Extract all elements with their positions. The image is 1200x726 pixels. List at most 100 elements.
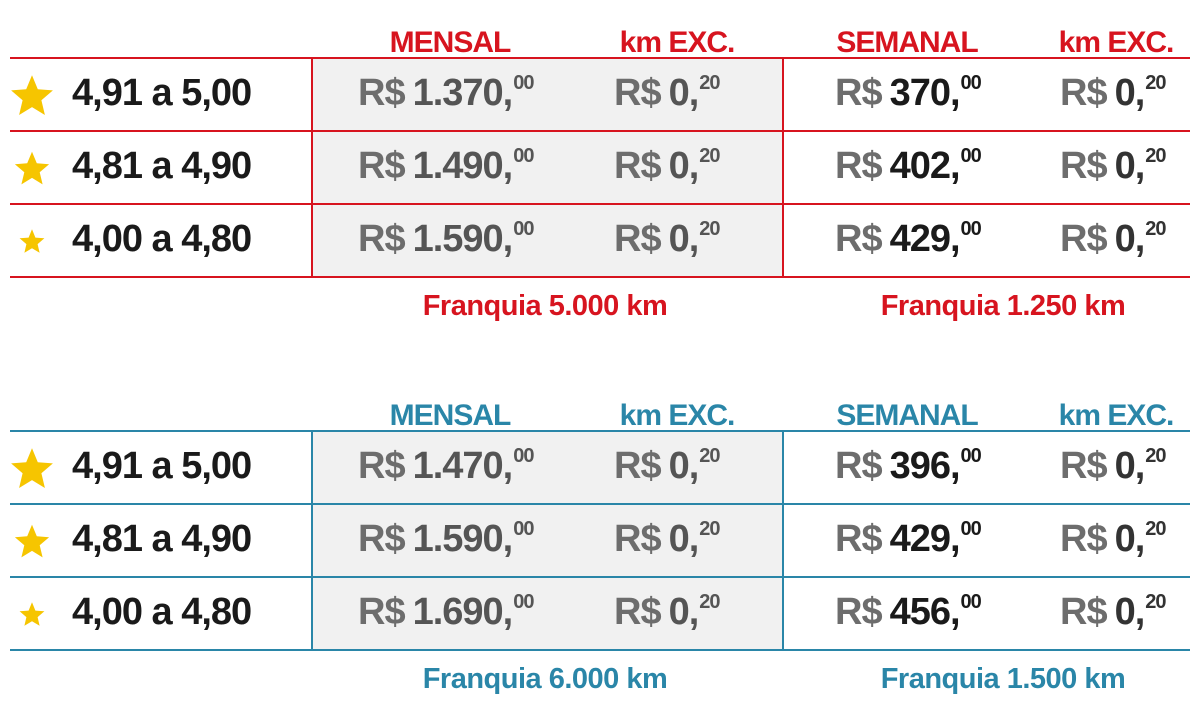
column-header: MENSAL [389, 399, 512, 432]
price: R$ 0,20 [614, 518, 721, 561]
amount: 0, [1114, 518, 1146, 560]
rating-range: 4,81 a 4,90 [72, 145, 252, 187]
row-divider [10, 503, 1190, 505]
amount: 1.690, [412, 591, 514, 633]
currency: R$ [614, 591, 662, 633]
currency: R$ [835, 145, 883, 187]
cents: 00 [960, 72, 982, 94]
currency: R$ [358, 518, 406, 560]
row-divider [10, 649, 1190, 651]
cents: 00 [513, 218, 534, 240]
currency: R$ [358, 591, 406, 633]
currency: R$ [358, 145, 406, 187]
row-divider [10, 576, 1190, 578]
currency: R$ [1060, 145, 1108, 187]
franchise-note: Franquia 5.000 km [422, 290, 668, 322]
cents: 20 [1145, 218, 1166, 240]
cents: 20 [699, 218, 720, 240]
star-icon [14, 151, 50, 184]
currency: R$ [835, 518, 883, 560]
currency: R$ [1060, 218, 1108, 260]
price: R$ 429,00 [835, 218, 982, 261]
star-icon [11, 74, 53, 115]
star-icon [19, 601, 45, 626]
cents: 20 [699, 72, 720, 94]
star-icon [19, 228, 45, 253]
price: R$ 0,20 [614, 145, 721, 188]
column-header: km EXC. [1058, 26, 1175, 59]
price: R$ 0,20 [614, 445, 721, 488]
amount: 0, [1114, 218, 1146, 260]
amount: 402, [889, 145, 961, 187]
star [14, 151, 50, 184]
cents: 00 [960, 145, 982, 167]
currency: R$ [1060, 518, 1108, 560]
amount: 1.370, [412, 72, 514, 114]
currency: R$ [358, 218, 406, 260]
price: R$ 429,00 [835, 518, 982, 561]
price: R$ 0,20 [614, 591, 721, 634]
franchise-note: Franquia 6.000 km [422, 663, 668, 695]
currency: R$ [358, 445, 406, 487]
column-header: SEMANAL [836, 26, 978, 59]
column-header: km EXC. [1058, 399, 1175, 432]
cents: 20 [699, 591, 720, 613]
currency: R$ [358, 72, 406, 114]
price: R$ 0,20 [1060, 445, 1167, 488]
column-header: SEMANAL [836, 399, 978, 432]
amount: 0, [668, 218, 700, 260]
price: R$ 0,20 [1060, 591, 1167, 634]
price: R$ 1.590,00 [358, 518, 534, 561]
row-divider [10, 276, 1190, 278]
cents: 00 [960, 591, 982, 613]
amount: 429, [889, 218, 961, 260]
amount: 396, [889, 445, 961, 487]
currency: R$ [835, 218, 883, 260]
column-header: MENSAL [389, 26, 512, 59]
cents: 20 [1145, 145, 1166, 167]
column-divider [311, 58, 313, 277]
cents: 20 [1145, 445, 1166, 467]
amount: 1.470, [412, 445, 514, 487]
currency: R$ [1060, 591, 1108, 633]
row-divider [10, 57, 1190, 59]
price: R$ 402,00 [835, 145, 982, 188]
cents: 00 [513, 72, 534, 94]
star [11, 447, 53, 488]
amount: 0, [668, 591, 700, 633]
currency: R$ [1060, 445, 1108, 487]
currency: R$ [614, 145, 662, 187]
cents: 00 [513, 591, 534, 613]
amount: 0, [1114, 591, 1146, 633]
star [14, 524, 50, 557]
column-divider [311, 431, 313, 650]
column-divider [782, 58, 784, 277]
cents: 20 [1145, 518, 1166, 540]
cents: 00 [513, 518, 534, 540]
price: R$ 1.370,00 [358, 72, 534, 115]
price: R$ 0,20 [1060, 72, 1167, 115]
price: R$ 1.490,00 [358, 145, 534, 188]
amount: 0, [668, 72, 700, 114]
star [11, 74, 53, 115]
cents: 20 [699, 518, 720, 540]
row-divider [10, 203, 1190, 205]
rating-range: 4,00 a 4,80 [72, 218, 252, 260]
amount: 0, [1114, 72, 1146, 114]
rating-range: 4,81 a 4,90 [72, 518, 252, 560]
price: R$ 1.470,00 [358, 445, 534, 488]
price: R$ 0,20 [1060, 145, 1167, 188]
amount: 0, [1114, 145, 1146, 187]
star-icon [11, 447, 53, 488]
column-header: km EXC. [619, 26, 736, 59]
cents: 20 [1145, 591, 1166, 613]
cents: 00 [513, 445, 534, 467]
rating-range: 4,00 a 4,80 [72, 591, 252, 633]
cents: 20 [699, 445, 720, 467]
cents: 00 [960, 518, 982, 540]
price: R$ 1.590,00 [358, 218, 534, 261]
price: R$ 0,20 [1060, 218, 1167, 261]
